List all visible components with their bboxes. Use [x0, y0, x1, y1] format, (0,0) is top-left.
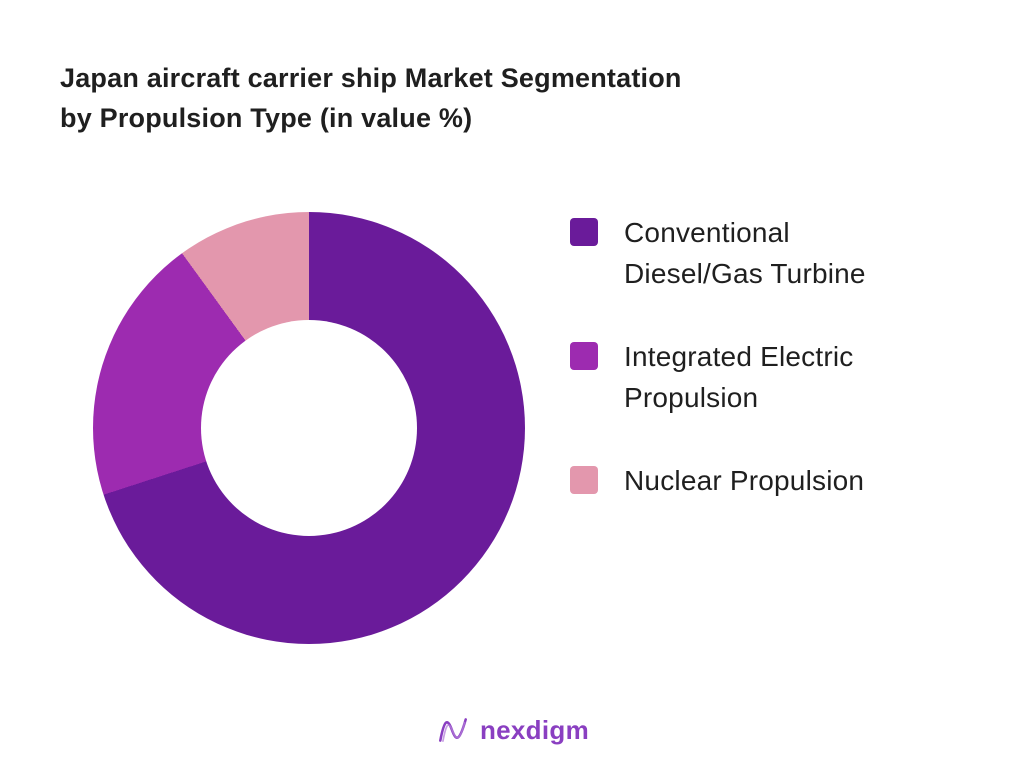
legend-swatch-conventional — [570, 218, 598, 246]
nexdigm-logo-icon — [439, 718, 467, 742]
legend-label-nuclear: Nuclear Propulsion — [624, 465, 865, 496]
brand-footer: nexdigm — [0, 712, 1024, 748]
legend-swatch-nuclear — [570, 466, 598, 494]
donut-chart — [93, 212, 525, 644]
chart-title: Japan aircraft carrier ship Market Segme… — [60, 58, 800, 138]
legend-label-conventional: Conventional Diesel/Gas Turbine — [624, 217, 866, 289]
chart-title-line-1: Japan aircraft carrier ship Market Segme… — [60, 63, 682, 93]
legend-swatch-integrated-electric — [570, 342, 598, 370]
chart-title-line-2: by Propulsion Type (in value %) — [60, 103, 473, 133]
legend-label-integrated-electric: Integrated Electric Propulsion — [624, 341, 854, 413]
legend-item-nuclear: Nuclear Propulsion — [570, 460, 950, 501]
legend-item-integrated-electric: Integrated Electric Propulsion — [570, 336, 950, 418]
legend-item-conventional: Conventional Diesel/Gas Turbine — [570, 212, 950, 294]
donut-hole — [201, 320, 417, 536]
brand-name: nexdigm — [479, 714, 589, 745]
chart-legend: Conventional Diesel/Gas Turbine Integrat… — [570, 212, 950, 543]
